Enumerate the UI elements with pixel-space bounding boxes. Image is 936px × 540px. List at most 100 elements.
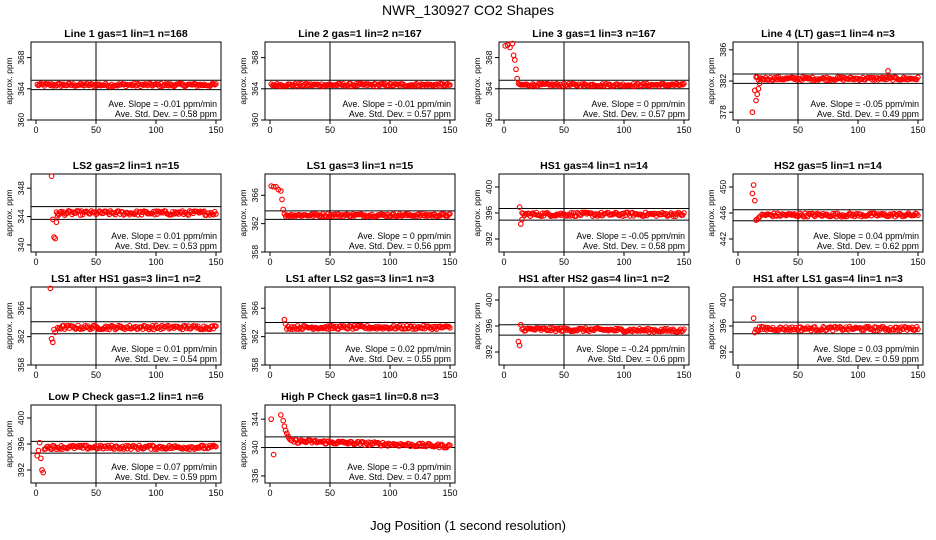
y-tick-label: 366: [250, 188, 260, 202]
data-point: [509, 40, 516, 47]
stddev-annotation: Ave. Std. Dev. = 0.62 ppm: [817, 241, 919, 251]
x-tick-label: 100: [850, 125, 865, 135]
x-tick-label: 50: [325, 370, 335, 380]
data-point: [282, 321, 289, 327]
y-tick-label: 362: [250, 216, 260, 230]
y-tick-label: 344: [16, 209, 26, 223]
x-tick-label: 100: [382, 125, 397, 135]
panel-title: HS2 gas=5 lin=1 n=14: [774, 160, 882, 172]
data-point: [128, 81, 134, 88]
y-axis-label: approx. ppm: [472, 302, 482, 349]
x-tick-label: 150: [442, 370, 457, 380]
x-tick-label: 100: [148, 488, 163, 498]
y-tick-label: 336: [250, 469, 260, 483]
data-point: [140, 209, 146, 216]
x-tick-label: 0: [735, 370, 740, 380]
data-point: [288, 437, 295, 444]
x-tick-label: 100: [382, 488, 397, 498]
data-point: [517, 321, 524, 328]
data-point: [327, 212, 333, 219]
x-tick-label: 50: [559, 370, 569, 380]
data-point: [47, 285, 54, 292]
data-point: [681, 210, 687, 216]
data-point: [551, 325, 558, 332]
data-point: [212, 82, 218, 88]
x-tick-label: 100: [148, 370, 163, 380]
data-point: [78, 82, 85, 88]
data-point: [751, 197, 758, 204]
y-tick-label: 396: [718, 319, 728, 333]
x-tick-label: 0: [501, 370, 506, 380]
y-tick-label: 396: [16, 437, 26, 451]
x-tick-label: 50: [325, 488, 335, 498]
x-tick-label: 150: [208, 488, 223, 498]
data-point: [209, 323, 216, 329]
data-point: [324, 323, 331, 329]
data-point: [417, 440, 423, 447]
data-point: [213, 443, 219, 450]
data-point: [147, 443, 153, 449]
data-point: [268, 416, 275, 423]
data-point: [820, 323, 826, 330]
y-tick-label: 400: [16, 411, 26, 425]
panel-title: Low P Check gas=1.2 lin=1 n=6: [48, 391, 203, 403]
panel-title: LS2 gas=2 lin=1 n=15: [73, 160, 180, 172]
y-tick-label: 368: [16, 50, 26, 64]
data-point: [156, 83, 163, 90]
data-point: [446, 323, 452, 330]
data-point: [49, 339, 56, 346]
data-point: [94, 446, 100, 452]
data-point: [516, 342, 523, 349]
data-point: [65, 322, 72, 329]
panel-title: Line 1 gas=1 lin=1 n=168: [64, 28, 188, 40]
y-axis-label: approx. ppm: [4, 189, 14, 236]
y-tick-label: 400: [484, 180, 494, 194]
data-point: [803, 74, 810, 81]
data-point: [428, 211, 434, 218]
data-point: [915, 212, 921, 219]
stddev-annotation: Ave. Std. Dev. = 0.56 ppm: [349, 241, 451, 251]
x-tick-label: 100: [616, 257, 631, 267]
data-point: [751, 329, 758, 336]
data-point: [668, 82, 674, 88]
slope-annotation: Ave. Slope = 0.07 ppm/min: [111, 462, 217, 472]
data-point: [213, 81, 219, 87]
data-point: [153, 208, 159, 214]
data-point: [376, 325, 382, 331]
x-tick-label: 50: [91, 125, 101, 135]
x-tick-label: 50: [793, 257, 803, 267]
slope-annotation: Ave. Slope = -0.05 ppm/min: [576, 231, 685, 241]
data-point: [902, 76, 908, 82]
data-point: [681, 80, 687, 87]
x-tick-label: 0: [267, 125, 272, 135]
data-point: [208, 82, 214, 88]
data-point: [808, 77, 814, 83]
x-tick-label: 100: [382, 370, 397, 380]
y-axis-label: approx. ppm: [238, 302, 248, 349]
data-point: [507, 44, 513, 51]
slope-annotation: Ave. Slope = 0.01 ppm/min: [111, 231, 217, 241]
data-point: [410, 326, 416, 332]
y-tick-label: 358: [250, 358, 260, 372]
x-tick-label: 150: [910, 257, 925, 267]
data-point: [107, 445, 114, 451]
panel-title: HS1 gas=4 lin=1 n=14: [540, 160, 648, 172]
plot-frame: [30, 41, 222, 121]
y-axis-label: approx. ppm: [4, 302, 14, 349]
data-point: [375, 323, 381, 330]
slope-annotation: Ave. Slope = -0.01 ppm/min: [342, 99, 451, 109]
data-point: [277, 412, 284, 418]
y-tick-label: 366: [250, 301, 260, 315]
data-point: [620, 213, 626, 219]
data-point: [538, 213, 544, 219]
y-axis-label: approx. ppm: [238, 420, 248, 467]
y-tick-label: 364: [484, 81, 494, 95]
data-point: [36, 81, 43, 88]
panel-title: HS1 after LS1 gas=4 lin=1 n=3: [753, 273, 903, 285]
data-point: [282, 427, 289, 434]
x-tick-label: 50: [91, 257, 101, 267]
data-point: [510, 52, 517, 59]
